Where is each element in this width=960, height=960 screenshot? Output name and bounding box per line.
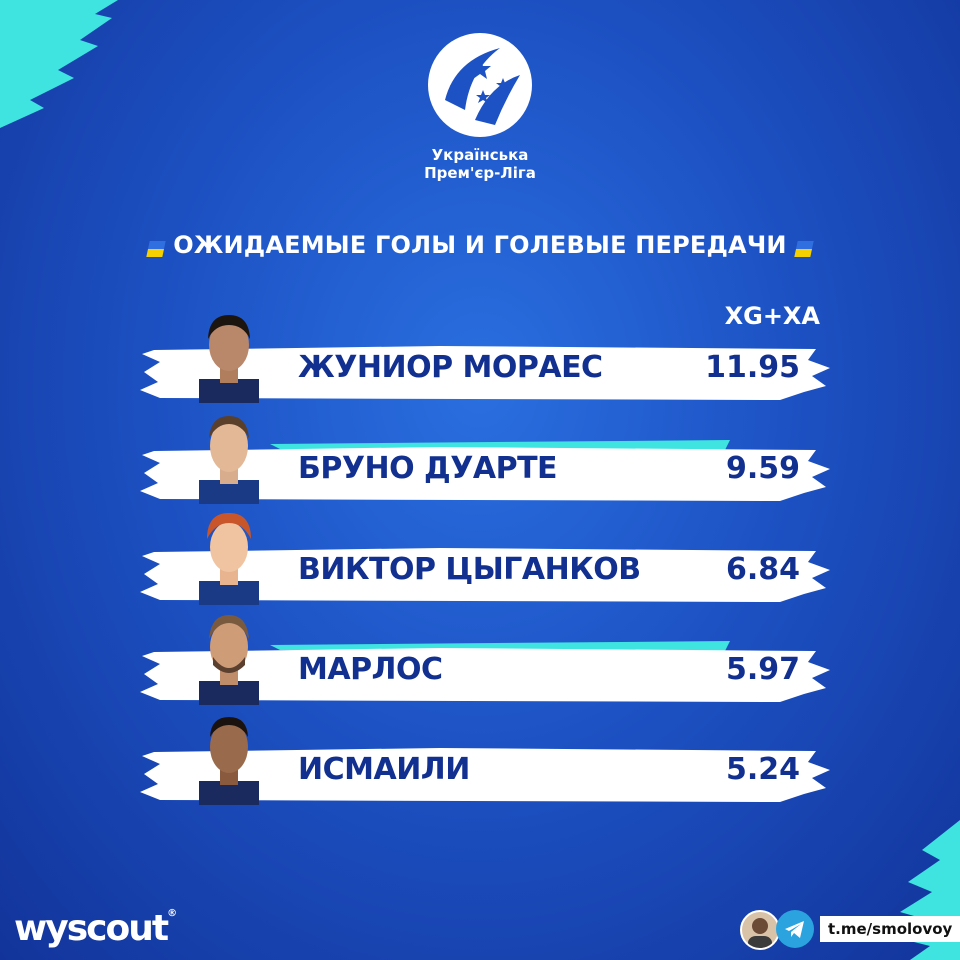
player-name: МАРЛОС	[298, 652, 443, 687]
brand-name: wyscout	[14, 908, 169, 949]
row-accent	[270, 641, 730, 651]
player-row: МАРЛОС 5.97	[0, 605, 960, 705]
avatar	[199, 513, 259, 605]
player-value: 9.59	[725, 451, 800, 486]
avatar	[199, 416, 259, 504]
telegram-handle[interactable]: t.me/smolovoy	[820, 916, 960, 942]
player-name: БРУНО ДУАРТЕ	[298, 451, 558, 486]
player-value: 11.95	[705, 350, 800, 385]
page-title: ОЖИДАЕМЫЕ ГОЛЫ И ГОЛЕВЫЕ ПЕРЕДАЧИ	[173, 231, 787, 259]
avatar	[199, 717, 259, 805]
row-stripe	[140, 548, 830, 602]
player-value: 5.97	[725, 652, 800, 687]
row-stripe	[140, 346, 830, 400]
avatar	[199, 615, 259, 705]
column-header: XG+XA	[724, 302, 820, 330]
player-row: ВИКТОР ЦЫГАНКОВ 6.84	[0, 505, 960, 605]
ukraine-flag-icon	[794, 240, 814, 257]
league-name-line2: Прем'єр-Ліга	[424, 164, 536, 182]
ukraine-flag-icon	[146, 240, 166, 257]
row-stripe	[140, 748, 830, 802]
league-logo-icon	[428, 33, 532, 137]
player-row: ЖУНИОР МОРАЕС 11.95	[0, 303, 960, 403]
player-name: ЖУНИОР МОРАЕС	[298, 350, 603, 385]
player-value: 5.24	[725, 752, 800, 787]
avatar	[199, 315, 259, 403]
row-stripe	[140, 447, 830, 501]
player-row: БРУНО ДУАРТЕ 9.59	[0, 404, 960, 504]
title-row: ОЖИДАЕМЫЕ ГОЛЫ И ГОЛЕВЫЕ ПЕРЕДАЧИ	[0, 231, 960, 259]
row-stripe	[140, 648, 830, 702]
player-value: 6.84	[725, 552, 800, 587]
player-name: ВИКТОР ЦЫГАНКОВ	[298, 552, 641, 587]
wyscout-logo: wyscout®	[14, 908, 177, 949]
player-name: ИСМАИЛИ	[298, 752, 470, 787]
row-accent	[270, 440, 730, 450]
telegram-credit[interactable]: t.me/smolovoy	[740, 906, 960, 952]
author-avatar-icon	[748, 918, 772, 948]
author-avatar	[740, 910, 780, 950]
telegram-icon	[776, 910, 814, 948]
brand-mark: ®	[167, 908, 178, 919]
corner-brush-top-left	[0, 0, 118, 128]
player-row: ИСМАИЛИ 5.24	[0, 705, 960, 805]
league-name-line1: Українська	[431, 146, 529, 164]
league-logo: Українська Прем'єр-Ліга	[380, 30, 580, 200]
